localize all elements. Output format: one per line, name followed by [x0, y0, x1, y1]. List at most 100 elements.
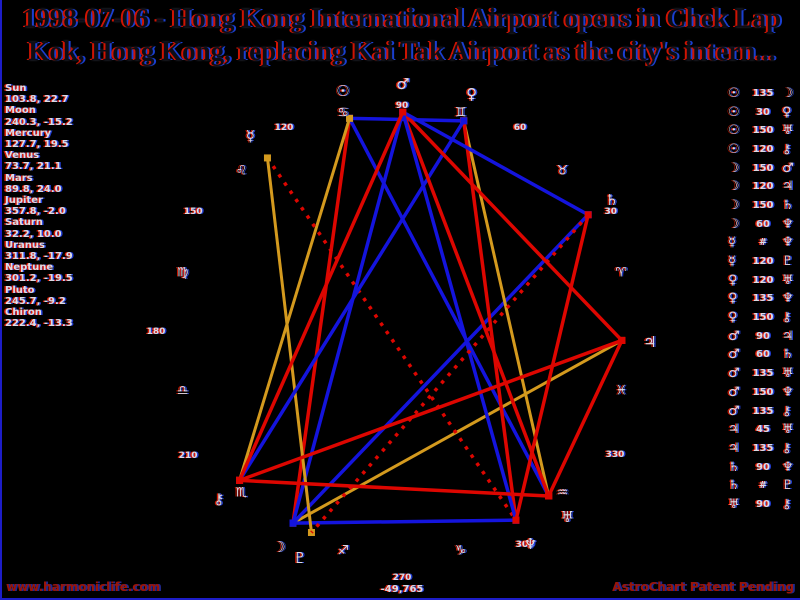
aspect-value: 60: [756, 218, 770, 230]
planet-position-panel: Sun 103.8, 22.7 Moon 240.3, -15.2 Mercury 127…: [5, 83, 125, 329]
zodiac-aquarius-icon: ♒: [556, 485, 569, 500]
moon-glyph-icon: ☽: [728, 160, 740, 176]
aspect-value: #: [758, 480, 768, 492]
mercury-glyph-icon: ☿: [728, 235, 736, 251]
zodiac-capricorn-icon: ♑: [454, 543, 467, 559]
aspect-row-uranus-chiron: ♅ 90 ⚷: [728, 495, 800, 514]
mars-glyph-icon: ♂: [728, 328, 740, 344]
chiron-glyph-icon: ⚷: [782, 141, 792, 157]
saturn-glyph-icon: ♄: [782, 197, 794, 213]
aspect-line-saturn-pluto: [310, 213, 590, 534]
aspect-line-mars-jupiter: [401, 110, 624, 342]
mercury-glyph-icon: ☿: [728, 254, 736, 270]
neptune-glyph-icon: ♆: [782, 291, 794, 307]
aspect-line-mercury-pluto: [265, 157, 313, 533]
planet-chiron-icon: ⚷: [213, 490, 225, 509]
planet-name-neptune: Neptune: [5, 262, 54, 274]
jupiter-glyph-icon: ♃: [782, 179, 794, 195]
mars-glyph-icon: ♂: [728, 403, 740, 419]
saturn-glyph-icon: ♄: [782, 347, 794, 363]
uranus-glyph-icon: ♅: [782, 272, 794, 288]
planet-pluto-icon: ♇: [293, 549, 307, 568]
planet-neptune-icon: ♆: [523, 535, 538, 554]
planet-venus-icon: ♀: [466, 84, 478, 103]
aspect-line-uranus-chiron: [239, 478, 549, 498]
degree-label-210: 210: [178, 450, 198, 461]
chiron-glyph-icon: ⚷: [782, 496, 792, 512]
sun-glyph-icon: ☉: [728, 85, 740, 101]
aspect-line-jupiter-uranus: [547, 339, 624, 497]
chiron-glyph-icon: ⚷: [782, 403, 792, 419]
aspect-row-mars-uranus: ♂ 135 ♅: [728, 364, 800, 383]
chiron-glyph-icon: ⚷: [782, 440, 792, 456]
planet-name-mars: Mars: [5, 172, 33, 184]
degree-label-90: 90: [395, 101, 409, 111]
planet-jupiter-icon: ♃: [643, 332, 657, 351]
aspect-row-mars-jupiter: ♂ 90 ♃: [728, 327, 800, 346]
pluto-glyph-icon: ♇: [782, 478, 794, 494]
aspect-value: 60: [756, 349, 770, 361]
aspect-line-mars-uranus: [401, 111, 551, 497]
aspect-line-venus-neptune: [462, 120, 518, 521]
aspect-row-mars-neptune: ♂ 150 ♆: [728, 383, 800, 402]
degree-label-60: 60: [513, 122, 527, 133]
planet-name-jupiter: Jupiter: [5, 195, 43, 207]
saturn-glyph-icon: ♄: [728, 459, 740, 475]
planet-position-saturn: 32.2, 10.0: [5, 228, 62, 240]
aspect-endpoint-marker: [545, 492, 553, 500]
planet-position-mars: 89.8, 24.0: [5, 183, 62, 195]
aspect-endpoint-marker: [236, 476, 244, 484]
aspect-endpoint-marker: [399, 108, 407, 116]
degree-label-330: 330: [605, 450, 625, 460]
website-link[interactable]: www.harmoniclife.com: [6, 580, 161, 594]
aspect-value: 90: [756, 330, 770, 342]
aspect-row-mercury-pluto: ☿ 120 ♇: [728, 252, 800, 271]
aspect-endpoint-marker: [512, 516, 520, 524]
venus-glyph-icon: ♀: [728, 291, 738, 307]
planet-mercury-icon: ☿: [245, 126, 255, 145]
aspect-line-moon-mars: [291, 111, 405, 524]
neptune-glyph-icon: ♆: [782, 459, 794, 475]
aspect-list-panel: ☉ 135 ☽ ☉ 30 ♀ ☉ 150 ♅ ☉ 120 ⚷ ☽ 150 ♂ ☽ 120 ♃ ☽ 150 ♄ ☽ 60 ♆ ☿ #…: [728, 84, 800, 514]
aspect-row-venus-neptune: ♀ 135 ♆: [728, 290, 800, 309]
aspect-row-moon-neptune: ☽ 60 ♆: [728, 215, 800, 234]
aspect-value: 120: [752, 181, 774, 193]
aspect-value: 150: [752, 199, 774, 211]
aspect-endpoint-marker: [460, 117, 468, 125]
aspect-line-mercury-neptune: [266, 156, 518, 522]
aspect-row-mercury-neptune: ☿ # ♆: [728, 234, 800, 253]
zodiac-libra-icon: ♎: [176, 383, 189, 399]
aspect-value: 150: [752, 125, 774, 137]
aspect-value: 150: [752, 312, 774, 324]
aspect-value: 120: [752, 256, 774, 268]
planet-name-venus: Venus: [5, 150, 40, 162]
aspect-row-mars-saturn: ♂ 60 ♄: [728, 346, 800, 365]
uranus-glyph-icon: ♅: [782, 366, 794, 382]
chart-readout: -49,765: [380, 584, 424, 595]
pluto-glyph-icon: ♇: [782, 254, 794, 270]
venus-glyph-icon: ♀: [728, 272, 738, 288]
aspect-value: 90: [756, 461, 770, 473]
degree-label-180: 180: [146, 327, 166, 337]
mars-glyph-icon: ♂: [782, 160, 794, 176]
planet-position-neptune: 301.2, -19.5: [5, 273, 73, 285]
planet-position-uranus: 311.8, -17.9: [5, 251, 73, 263]
aspect-line-moon-saturn: [291, 213, 590, 525]
zodiac-gemini-icon: ♊: [454, 105, 467, 121]
jupiter-glyph-icon: ♃: [728, 440, 740, 456]
planet-moon-icon: ☽: [272, 538, 286, 557]
title-line2: Kok, Hong Kong, replacing Kai Tak Airpor…: [28, 36, 776, 66]
sun-glyph-icon: ☉: [728, 104, 740, 120]
planet-position-venus: 73.7, 21.1: [5, 161, 62, 173]
moon-glyph-icon: ☽: [782, 85, 794, 101]
aspect-line-mars-chiron: [237, 111, 405, 482]
sun-glyph-icon: ☉: [728, 123, 740, 139]
planet-name-sun: Sun: [5, 83, 27, 94]
zodiac-taurus-icon: ♉: [556, 163, 569, 179]
venus-glyph-icon: ♀: [782, 104, 792, 120]
aspect-endpoint-marker: [618, 336, 626, 344]
jupiter-glyph-icon: ♃: [728, 422, 740, 438]
degree-label-120: 120: [274, 122, 294, 133]
